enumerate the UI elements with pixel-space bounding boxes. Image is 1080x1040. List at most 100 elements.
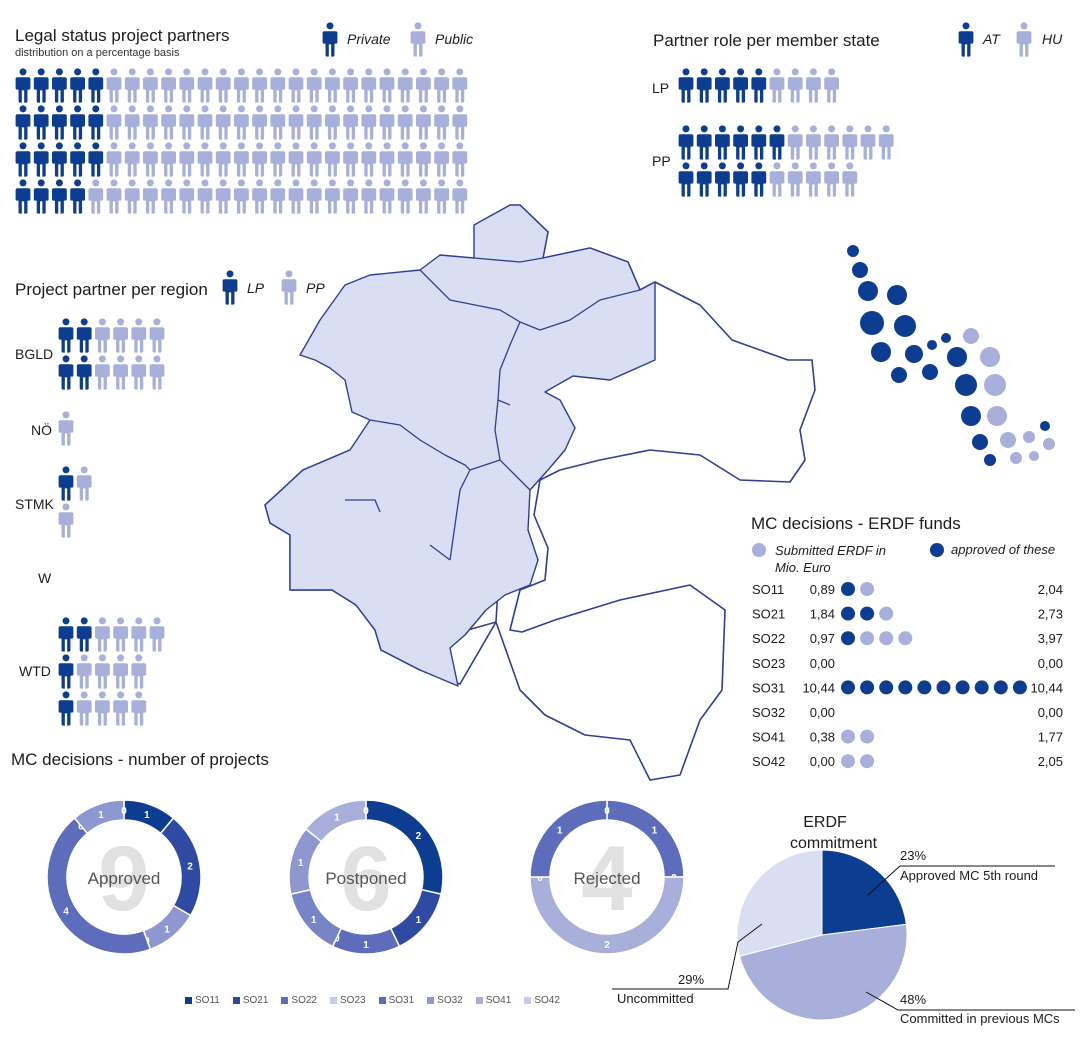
bubble-dot — [972, 434, 988, 450]
donut-label: Approved — [88, 869, 161, 888]
person-hu-icon — [878, 125, 894, 160]
bubble-dot — [891, 367, 907, 383]
person-hu-icon — [769, 162, 785, 197]
bubble-dot — [1029, 451, 1039, 461]
donut-segment-label: 0 — [121, 806, 127, 817]
person-public-icon — [270, 68, 286, 103]
person-public-icon — [452, 179, 468, 214]
erdf-approved-dot — [955, 680, 970, 695]
person-at-icon — [733, 125, 748, 160]
donut-segment-label: 1 — [363, 940, 369, 951]
erdf-row-so: SO11 — [752, 582, 784, 597]
region-label-wtd: WTD — [19, 663, 51, 679]
person-pp-icon — [131, 654, 147, 689]
donut-segment-label: 4 — [63, 907, 69, 918]
bubble-dot — [1010, 452, 1022, 464]
legend-public-icon — [410, 22, 426, 57]
person-private-icon — [52, 105, 67, 140]
person-private-icon — [70, 179, 85, 214]
person-private-icon — [33, 179, 49, 214]
person-pp-icon — [58, 411, 74, 446]
person-public-icon — [215, 179, 231, 214]
bubble-dot — [852, 262, 868, 278]
person-private-icon — [70, 68, 85, 103]
person-pp-icon — [149, 355, 165, 390]
person-lp-icon — [76, 355, 92, 390]
person-pp-icon — [76, 466, 92, 501]
bubble-dot — [871, 342, 891, 362]
person-public-icon — [270, 105, 286, 140]
mc-projects-donuts: 121040109Approved211011106Postponed01002… — [46, 799, 685, 955]
erdf-row-so: SO32 — [752, 705, 785, 720]
person-at-icon — [678, 68, 694, 103]
so-legend-swatch — [378, 996, 386, 1004]
person-pp-icon — [95, 318, 110, 353]
erdf-row-submitted: 0,00 — [1038, 656, 1063, 671]
person-public-icon — [379, 179, 395, 214]
person-at-icon — [678, 162, 694, 197]
donut-segment-label: 0 — [604, 806, 610, 817]
so-legend-label: SO41 — [485, 994, 512, 1006]
person-public-icon — [124, 68, 140, 103]
person-hu-icon — [806, 68, 821, 103]
bubble-dot — [947, 347, 967, 367]
person-public-icon — [197, 68, 213, 103]
person-hu-icon — [842, 125, 858, 160]
person-hu-icon — [769, 68, 785, 103]
person-pp-icon — [95, 691, 110, 726]
person-at-icon — [715, 125, 730, 160]
person-public-icon — [361, 179, 377, 214]
erdf-row-submitted: 2,05 — [1038, 754, 1063, 769]
person-pp-icon — [58, 503, 74, 538]
person-at-icon — [715, 162, 730, 197]
erdf-approved-dot — [1012, 680, 1027, 695]
legal-status-title: Legal status project partners — [15, 26, 230, 45]
person-lp-icon — [76, 617, 92, 652]
person-public-icon — [252, 105, 267, 140]
person-public-icon — [215, 68, 231, 103]
commitment-title-line2: commitment — [790, 835, 878, 852]
person-public-icon — [161, 68, 176, 103]
person-public-icon — [106, 105, 122, 140]
person-public-icon — [306, 142, 322, 177]
pie-leader-line — [867, 865, 1055, 896]
person-pp-icon — [76, 654, 92, 689]
erdf-approved-dot — [860, 606, 875, 621]
person-at-icon — [733, 68, 748, 103]
slice-uncommitted-pct: 29% — [678, 972, 705, 987]
slice-committed-label: Committed in previous MCs — [900, 1011, 1060, 1026]
person-lp-icon — [58, 318, 74, 353]
person-public-icon — [361, 105, 377, 140]
person-at-icon — [751, 68, 767, 103]
person-private-icon — [88, 68, 104, 103]
legend-private-icon — [322, 22, 338, 57]
donut-segment-label: 2 — [416, 831, 422, 842]
person-public-icon — [106, 142, 122, 177]
person-hu-icon — [806, 162, 821, 197]
person-public-icon — [143, 68, 158, 103]
person-public-icon — [397, 142, 413, 177]
person-private-icon — [15, 179, 31, 214]
bubble-dot — [922, 364, 938, 380]
legend-lp-icon — [222, 270, 238, 305]
person-hu-icon — [824, 125, 839, 160]
legend-approved-dot — [930, 543, 944, 557]
person-pp-icon — [95, 654, 110, 689]
erdf-row-approved: 0,97 — [810, 631, 835, 646]
person-public-icon — [234, 105, 249, 140]
partner-role-pictogram — [678, 68, 894, 197]
commitment-title-line1: ERDF — [803, 814, 847, 831]
bubble-dot — [1000, 432, 1016, 448]
partner-role-label-lp: LP — [652, 80, 670, 96]
person-public-icon — [416, 105, 431, 140]
so-legend-label: SO21 — [242, 994, 269, 1006]
legend-at-icon — [958, 22, 974, 57]
erdf-row-submitted: 10,44 — [1030, 680, 1063, 695]
region-label-w: W — [38, 570, 52, 586]
so-legend-swatch — [232, 996, 240, 1004]
commitment-title: ERDF commitment — [790, 812, 878, 854]
person-public-icon — [234, 142, 249, 177]
person-private-icon — [33, 68, 49, 103]
person-public-icon — [379, 105, 395, 140]
